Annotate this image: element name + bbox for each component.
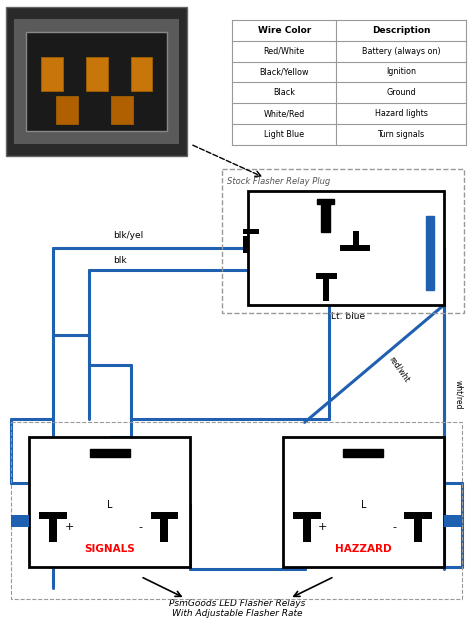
Text: +: + [318, 522, 327, 532]
Text: blk/yel: blk/yel [113, 231, 143, 240]
Text: Ignition: Ignition [386, 67, 416, 76]
Text: red/wht: red/wht [387, 355, 411, 385]
Bar [248, 191, 444, 305]
Text: Description: Description [372, 26, 430, 35]
Bar [320, 204, 330, 231]
Bar [39, 512, 67, 519]
Text: Wire Color: Wire Color [257, 26, 311, 35]
Text: blk: blk [113, 256, 127, 265]
Bar [243, 235, 248, 253]
Bar [302, 512, 310, 542]
Text: Black: Black [273, 88, 295, 97]
Bar [14, 19, 179, 144]
Text: Turn signals: Turn signals [377, 130, 425, 139]
Bar [340, 246, 370, 251]
Text: PsmGoods LED Flasher Relays
With Adjustable Flasher Rate: PsmGoods LED Flasher Relays With Adjusta… [169, 599, 305, 618]
Text: +: + [64, 522, 73, 532]
Bar [317, 199, 335, 204]
Bar [131, 56, 153, 92]
Bar [323, 279, 329, 301]
Text: L: L [361, 500, 366, 510]
Text: wht/red: wht/red [454, 380, 463, 410]
Bar [414, 512, 422, 542]
Bar [283, 437, 444, 567]
Text: SIGNALS: SIGNALS [84, 544, 135, 554]
Bar [56, 96, 78, 124]
Bar [11, 422, 462, 599]
Bar [6, 7, 187, 156]
Bar [444, 515, 462, 527]
Text: Stock Flasher Relay Plug: Stock Flasher Relay Plug [227, 177, 330, 186]
Bar [41, 56, 63, 92]
Bar [426, 215, 434, 290]
Bar [404, 512, 432, 519]
Text: Hazard lights: Hazard lights [374, 109, 428, 118]
Bar [243, 229, 259, 233]
Bar [353, 231, 359, 246]
Text: Light Blue: Light Blue [264, 130, 304, 139]
Bar [29, 437, 190, 567]
Bar [343, 449, 383, 457]
Bar [26, 31, 167, 131]
Text: Black/Yellow: Black/Yellow [259, 67, 309, 76]
Bar [222, 169, 464, 313]
Text: L: L [107, 500, 112, 510]
Bar [151, 512, 178, 519]
Text: -: - [138, 522, 143, 532]
Bar [86, 56, 108, 92]
Bar [49, 512, 57, 542]
Bar [292, 512, 320, 519]
Text: Red/White: Red/White [264, 47, 305, 56]
Text: HAZZARD: HAZZARD [335, 544, 392, 554]
Bar [111, 96, 133, 124]
Bar [11, 515, 29, 527]
Bar [316, 273, 337, 279]
Text: Ground: Ground [386, 88, 416, 97]
Bar [90, 449, 129, 457]
Text: Lt. blue: Lt. blue [331, 312, 365, 321]
Text: Battery (always on): Battery (always on) [362, 47, 440, 56]
Text: White/Red: White/Red [264, 109, 305, 118]
Text: -: - [392, 522, 396, 532]
Bar [161, 512, 168, 542]
